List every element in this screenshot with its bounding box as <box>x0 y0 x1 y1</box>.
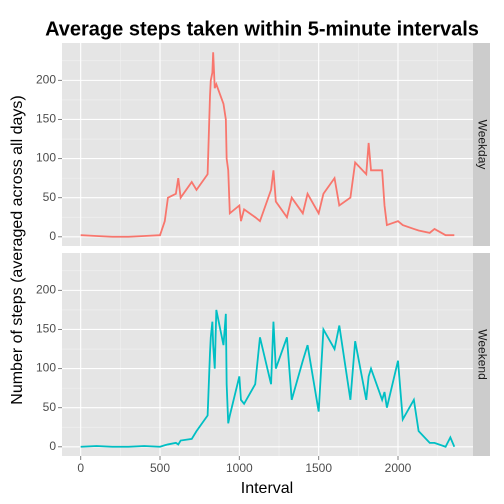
facet-label: Weekend <box>475 329 489 379</box>
x-axis-label: Interval <box>241 480 293 497</box>
y-tick-label: 0 <box>49 229 56 243</box>
x-tick-label: 1000 <box>226 461 253 475</box>
facet-strip <box>473 253 490 456</box>
y-tick-label: 150 <box>36 112 56 126</box>
panel-background <box>62 43 473 246</box>
y-tick-label: 200 <box>36 283 56 297</box>
y-axis-label: Number of steps (averaged across all day… <box>9 95 26 404</box>
y-tick-label: 50 <box>43 190 57 204</box>
y-tick-label: 200 <box>36 73 56 87</box>
y-tick-label: 100 <box>36 151 56 165</box>
series-line <box>80 52 455 238</box>
panel-background <box>62 253 473 456</box>
x-tick-label: 500 <box>150 461 170 475</box>
y-tick-label: 100 <box>36 361 56 375</box>
x-tick-label: 1500 <box>305 461 332 475</box>
series-line <box>80 309 456 448</box>
x-tick-label: 2000 <box>385 461 412 475</box>
facet-strip <box>473 43 490 246</box>
y-tick-label: 150 <box>36 322 56 336</box>
x-tick-label: 0 <box>77 461 84 475</box>
chart-title: Average steps taken within 5-minute inte… <box>45 18 479 40</box>
facet-label: Weekday <box>475 120 489 170</box>
y-tick-label: 50 <box>43 400 57 414</box>
y-tick-label: 0 <box>49 439 56 453</box>
